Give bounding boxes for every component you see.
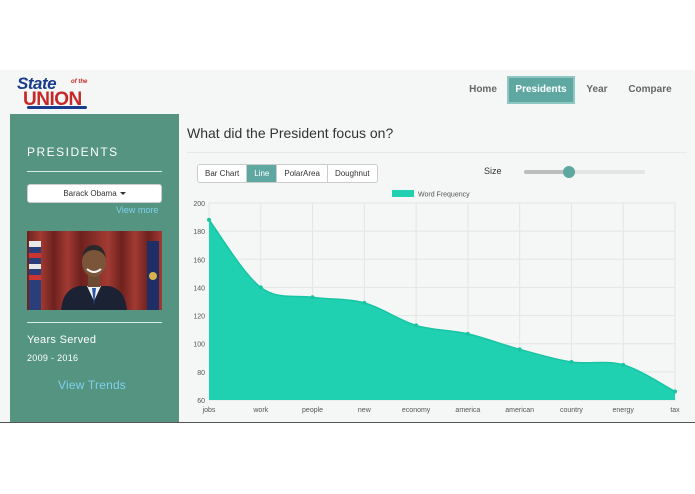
- legend-swatch: [392, 190, 414, 197]
- sidebar-divider: [27, 322, 162, 323]
- y-tick-label: 200: [193, 201, 205, 208]
- y-tick-label: 80: [197, 370, 205, 377]
- x-tick-label: america: [455, 407, 480, 414]
- logo-line-of-the: of the: [71, 79, 88, 85]
- x-tick-label: jobs: [202, 407, 216, 414]
- state-of-the-union-logo[interactable]: State of the UNION: [17, 74, 92, 110]
- sidebar: PRESIDENTS Barack Obama View more: [10, 114, 179, 422]
- x-tick-label: work: [252, 407, 268, 414]
- y-tick-label: 60: [197, 398, 205, 405]
- size-label: Size: [484, 166, 502, 176]
- data-point: [621, 362, 626, 367]
- word-frequency-chart: 60 80 100 120 140 160 180 200 jobs work people new e…: [193, 190, 680, 414]
- nav-presidents[interactable]: Presidents: [507, 76, 575, 104]
- sidebar-divider: [27, 171, 162, 172]
- legend-label: Word Frequency: [418, 192, 470, 199]
- data-point: [362, 300, 367, 305]
- app-frame: State of the UNION Home Presidents Year …: [0, 70, 695, 423]
- nav-home[interactable]: Home: [469, 84, 497, 95]
- y-tick-label: 100: [193, 342, 205, 349]
- title-divider: [187, 152, 687, 153]
- x-tick-label: country: [560, 407, 583, 414]
- data-point: [569, 360, 574, 365]
- page-title: What did the President focus on?: [187, 125, 394, 141]
- caret-down-icon: [119, 192, 126, 196]
- x-tick-label: energy: [613, 407, 635, 414]
- data-point: [673, 389, 677, 394]
- x-tick-label: new: [358, 407, 372, 414]
- y-tick-label: 120: [193, 314, 205, 321]
- y-tick-label: 160: [193, 257, 205, 264]
- chart-type-line-button[interactable]: Line: [247, 165, 278, 182]
- chart-type-doughnut-button[interactable]: Doughnut: [327, 165, 377, 182]
- x-tick-label: tax: [670, 407, 680, 414]
- size-slider[interactable]: [524, 166, 645, 178]
- president-dropdown-value: Barack Obama: [63, 189, 117, 198]
- chart-type-selector: Bar Chart Line PolarArea Doughnut: [197, 164, 378, 183]
- view-trends-link[interactable]: View Trends: [58, 378, 127, 392]
- data-point: [414, 323, 419, 328]
- president-dropdown[interactable]: Barack Obama: [27, 184, 162, 203]
- logo-swoosh: [27, 106, 87, 109]
- years-served-value: 2009 - 2016: [27, 353, 79, 363]
- series-line-word-frequency: [208, 219, 676, 393]
- x-tick-label: economy: [402, 407, 431, 414]
- years-served-label: Years Served: [27, 334, 97, 346]
- president-portrait: [27, 231, 162, 310]
- x-tick-label: people: [302, 407, 323, 414]
- size-slider-handle[interactable]: [562, 166, 575, 178]
- data-point: [465, 331, 470, 336]
- nav-year[interactable]: Year: [586, 84, 608, 95]
- navbar: State of the UNION Home Presidents Year …: [0, 70, 695, 114]
- logo-line-union: UNION: [23, 89, 82, 110]
- size-slider-fill: [524, 170, 569, 174]
- data-point: [310, 295, 315, 300]
- series-area-word-frequency: [209, 219, 675, 400]
- x-tick-label: american: [505, 407, 534, 414]
- logo-line-state: State: [17, 74, 57, 93]
- data-point: [517, 347, 522, 352]
- data-point: [207, 217, 211, 222]
- nav-compare[interactable]: Compare: [628, 84, 672, 95]
- portrait-illustration: [27, 231, 162, 310]
- chart-type-bar-button[interactable]: Bar Chart: [198, 165, 248, 182]
- y-tick-label: 140: [193, 285, 205, 292]
- sidebar-title: PRESIDENTS: [27, 145, 119, 159]
- data-point: [258, 285, 263, 290]
- chart-type-polararea-button[interactable]: PolarArea: [277, 165, 328, 182]
- y-tick-label: 180: [193, 229, 205, 236]
- view-more-link[interactable]: View more: [116, 205, 159, 215]
